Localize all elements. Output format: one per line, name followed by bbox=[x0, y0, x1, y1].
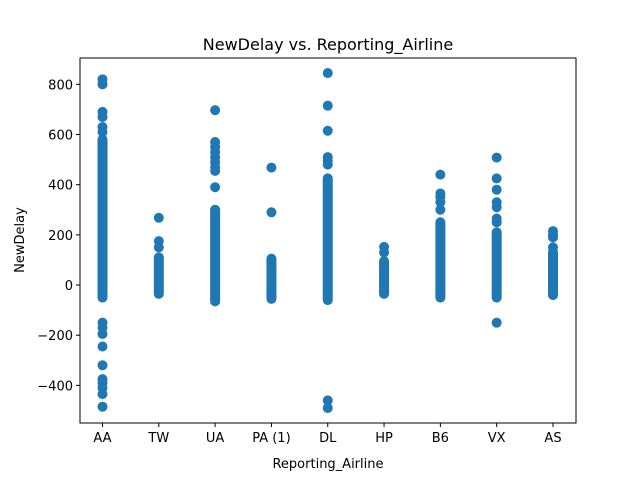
data-point bbox=[322, 395, 333, 406]
data-point bbox=[548, 251, 558, 262]
data-point bbox=[322, 159, 333, 170]
data-point bbox=[153, 242, 164, 253]
y-tick-label: 400 bbox=[48, 179, 73, 194]
data-point bbox=[322, 100, 333, 111]
x-tick-label: HP bbox=[375, 431, 393, 446]
data-point bbox=[548, 242, 558, 253]
y-axis-title: NewDelay bbox=[13, 207, 28, 273]
y-tick-label: 600 bbox=[48, 129, 73, 144]
x-tick-label: UA bbox=[206, 431, 225, 446]
data-point bbox=[97, 389, 108, 400]
y-tick-label: −200 bbox=[37, 329, 73, 344]
point-band-aa bbox=[97, 134, 108, 303]
data-point bbox=[266, 207, 277, 218]
point-band-pa1 bbox=[266, 253, 277, 304]
x-tick-label: DL bbox=[319, 431, 337, 446]
data-point bbox=[210, 182, 221, 193]
data-point bbox=[491, 173, 502, 184]
x-tick-label: AA bbox=[93, 431, 111, 446]
data-point bbox=[97, 127, 108, 138]
data-point bbox=[266, 162, 277, 173]
point-band-dl bbox=[322, 173, 333, 306]
data-point bbox=[548, 232, 558, 243]
x-tick-label: AS bbox=[544, 431, 561, 446]
data-point bbox=[322, 68, 333, 79]
x-tick-label: TW bbox=[147, 431, 169, 446]
data-point bbox=[97, 79, 108, 90]
data-point bbox=[322, 125, 333, 136]
data-point bbox=[491, 202, 502, 213]
data-point bbox=[491, 317, 502, 328]
data-point bbox=[491, 217, 502, 228]
x-tick-label: B6 bbox=[432, 431, 449, 446]
data-point bbox=[322, 402, 333, 413]
x-tick-label: VX bbox=[488, 431, 506, 446]
plot-area bbox=[97, 68, 558, 413]
x-axis: AA TW UA PA (1) DL HP B6 VX AS bbox=[93, 423, 562, 446]
y-tick-label: 0 bbox=[65, 279, 73, 294]
data-point bbox=[435, 197, 446, 208]
y-axis: −400 −200 0 200 400 600 800 bbox=[37, 78, 80, 394]
point-band-hp bbox=[379, 256, 390, 299]
data-point bbox=[153, 212, 164, 223]
data-point bbox=[210, 105, 221, 116]
point-band-ua bbox=[210, 204, 221, 307]
point-band-tw bbox=[153, 252, 164, 299]
data-point bbox=[210, 165, 221, 176]
data-point bbox=[97, 401, 108, 412]
data-point bbox=[97, 111, 108, 122]
point-band-vx bbox=[491, 227, 502, 303]
y-tick-label: 800 bbox=[48, 78, 73, 93]
point-band-b6 bbox=[435, 217, 446, 303]
data-point bbox=[435, 169, 446, 180]
data-point bbox=[491, 184, 502, 195]
data-point bbox=[97, 341, 108, 352]
x-axis-title: Reporting_Airline bbox=[272, 457, 383, 472]
x-tick-label: PA (1) bbox=[252, 431, 290, 446]
y-tick-label: 200 bbox=[48, 229, 73, 244]
data-point bbox=[379, 247, 390, 258]
data-point bbox=[491, 152, 502, 163]
chart-title: NewDelay vs. Reporting_Airline bbox=[203, 35, 453, 55]
y-tick-label: −400 bbox=[37, 379, 73, 394]
data-point bbox=[97, 360, 108, 371]
point-band-as bbox=[548, 247, 558, 301]
data-point bbox=[435, 204, 446, 215]
data-point bbox=[97, 328, 108, 339]
